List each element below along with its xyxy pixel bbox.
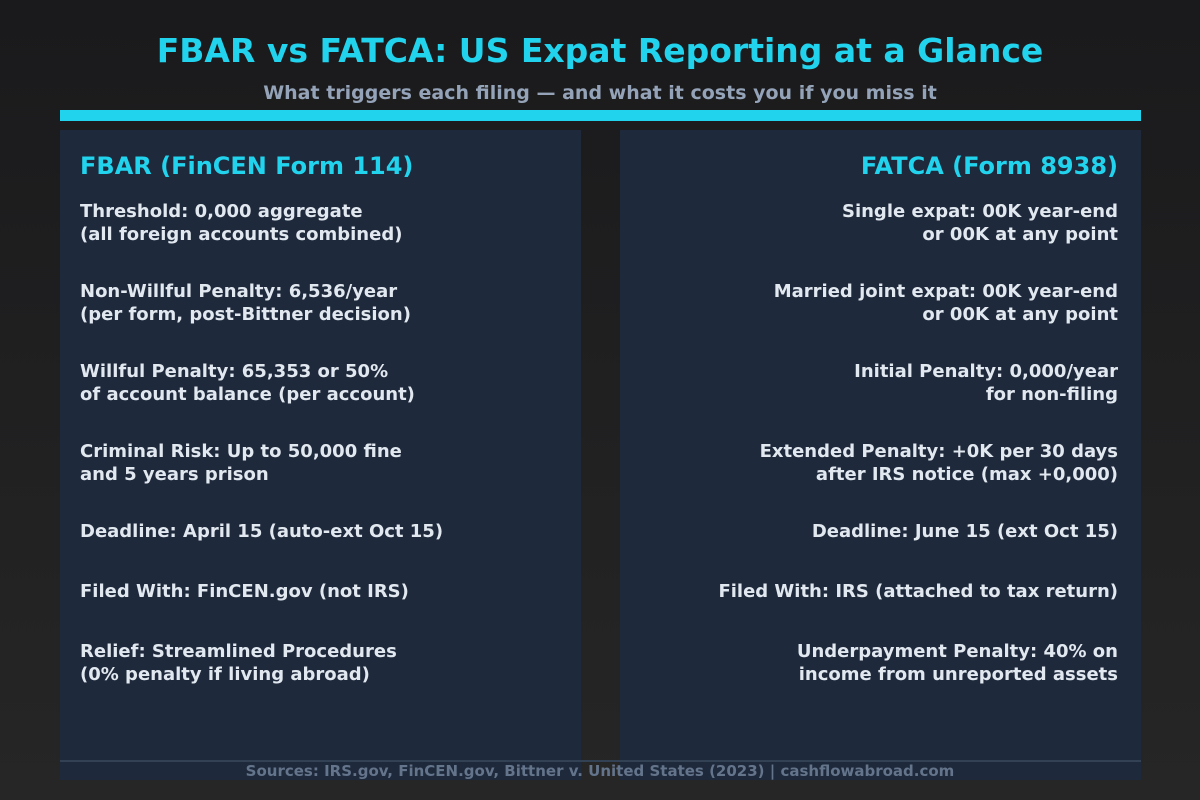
- item-line: for non-filing: [985, 384, 1118, 405]
- item-line: Filed With: IRS (attached to tax return): [718, 581, 1118, 602]
- item-line: (per form, post-Bittner decision): [80, 304, 411, 325]
- footer-divider: [60, 760, 1141, 762]
- item-line: Initial Penalty: 0,000/year: [854, 361, 1118, 382]
- fatca-heading: FATCA (Form 8938): [860, 152, 1118, 180]
- fbar-threshold-item: Threshold: 0,000 aggregate (all foreign …: [80, 200, 402, 246]
- item-line: of account balance (per account): [80, 384, 415, 405]
- footer-sources: Sources: IRS.gov, FinCEN.gov, Bittner v.…: [245, 762, 955, 780]
- item-line: Deadline: June 15 (ext Oct 15): [811, 521, 1118, 542]
- item-line: Filed With: FinCEN.gov (not IRS): [80, 581, 409, 602]
- fatca-underpayment-penalty-item: Underpayment Penalty: 40% on income from…: [797, 640, 1118, 686]
- fbar-relief-item: Relief: Streamlined Procedures (0% penal…: [80, 640, 397, 686]
- fbar-willful-penalty-item: Willful Penalty: 65,353 or 50% of accoun…: [80, 360, 415, 406]
- accent-divider: [60, 110, 1141, 121]
- page-subtitle: What triggers each filing — and what it …: [263, 82, 937, 104]
- fatca-deadline-item: Deadline: June 15 (ext Oct 15): [812, 520, 1118, 543]
- fatca-filed-with-item: Filed With: IRS (attached to tax return): [718, 580, 1118, 603]
- fbar-panel: [60, 130, 581, 780]
- item-line: Married joint expat: 00K year-end: [773, 281, 1118, 302]
- item-line: income from unreported assets: [798, 664, 1118, 685]
- item-line: and 5 years prison: [80, 464, 269, 485]
- fbar-criminal-risk-item: Criminal Risk: Up to 50,000 fine and 5 y…: [80, 440, 402, 486]
- fatca-extended-penalty-item: Extended Penalty: +0K per 30 days after …: [760, 440, 1118, 486]
- item-line: Threshold: 0,000 aggregate: [80, 201, 363, 222]
- fatca-single-threshold-item: Single expat: 00K year-end or 00K at any…: [842, 200, 1118, 246]
- item-line: Single expat: 00K year-end: [841, 201, 1118, 222]
- item-line: Criminal Risk: Up to 50,000 fine: [80, 441, 402, 462]
- item-line: or 00K at any point: [922, 304, 1118, 325]
- fbar-heading: FBAR (FinCEN Form 114): [80, 152, 414, 180]
- fatca-initial-penalty-item: Initial Penalty: 0,000/year for non-fili…: [854, 360, 1118, 406]
- item-line: after IRS notice (max +0,000): [815, 464, 1118, 485]
- item-line: (0% penalty if living abroad): [80, 664, 370, 685]
- fbar-deadline-item: Deadline: April 15 (auto-ext Oct 15): [80, 520, 443, 543]
- page-title: FBAR vs FATCA: US Expat Reporting at a G…: [156, 31, 1044, 70]
- item-line: Deadline: April 15 (auto-ext Oct 15): [80, 521, 444, 542]
- item-line: Willful Penalty: 65,353 or 50%: [80, 361, 389, 382]
- fatca-panel: [620, 130, 1141, 780]
- fatca-married-threshold-item: Married joint expat: 00K year-end or 00K…: [774, 280, 1118, 326]
- fbar-filed-with-item: Filed With: FinCEN.gov (not IRS): [80, 580, 409, 603]
- item-line: (all foreign accounts combined): [80, 224, 403, 245]
- item-line: or 00K at any point: [922, 224, 1118, 245]
- item-line: Extended Penalty: +0K per 30 days: [759, 441, 1118, 462]
- fbar-nonwillful-penalty-item: Non-Willful Penalty: 6,536/year (per for…: [80, 280, 411, 326]
- item-line: Relief: Streamlined Procedures: [80, 641, 397, 662]
- item-line: Underpayment Penalty: 40% on: [796, 641, 1118, 662]
- item-line: Non-Willful Penalty: 6,536/year: [80, 281, 398, 302]
